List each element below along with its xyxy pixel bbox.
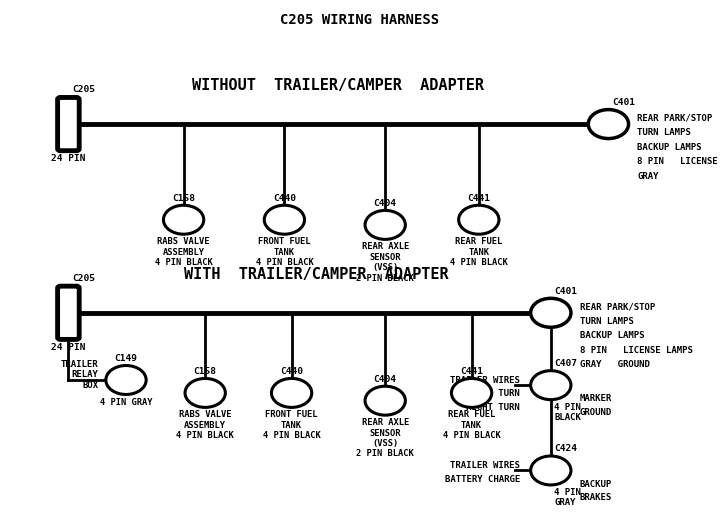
- Text: GRAY: GRAY: [637, 172, 659, 180]
- Text: REAR FUEL
TANK
4 PIN BLACK: REAR FUEL TANK 4 PIN BLACK: [450, 237, 508, 267]
- Text: REAR AXLE
SENSOR
(VSS)
2 PIN BLACK: REAR AXLE SENSOR (VSS) 2 PIN BLACK: [356, 418, 414, 459]
- Circle shape: [531, 298, 571, 327]
- Text: LEFT TURN: LEFT TURN: [466, 389, 520, 398]
- FancyBboxPatch shape: [58, 286, 79, 339]
- Text: RABS VALVE
ASSEMBLY
4 PIN BLACK: RABS VALVE ASSEMBLY 4 PIN BLACK: [155, 237, 212, 267]
- Text: GROUND: GROUND: [580, 408, 612, 417]
- Text: 4 PIN GRAY: 4 PIN GRAY: [100, 398, 152, 406]
- Text: BACKUP LAMPS: BACKUP LAMPS: [637, 143, 702, 151]
- Text: 4 PIN
BLACK: 4 PIN BLACK: [554, 403, 581, 422]
- Circle shape: [459, 205, 499, 234]
- Circle shape: [271, 378, 312, 407]
- Text: 8 PIN   LICENSE LAMPS: 8 PIN LICENSE LAMPS: [580, 346, 693, 355]
- Text: RIGHT TURN: RIGHT TURN: [466, 403, 520, 412]
- Text: BATTERY CHARGE: BATTERY CHARGE: [444, 475, 520, 483]
- Text: REAR PARK/STOP: REAR PARK/STOP: [637, 114, 713, 123]
- Text: C205: C205: [72, 274, 95, 283]
- Text: REAR AXLE
SENSOR
(VSS)
2 PIN BLACK: REAR AXLE SENSOR (VSS) 2 PIN BLACK: [356, 242, 414, 283]
- Circle shape: [264, 205, 305, 234]
- Text: C424: C424: [554, 445, 577, 453]
- Text: C404: C404: [374, 375, 397, 384]
- Text: REAR PARK/STOP: REAR PARK/STOP: [580, 302, 655, 311]
- Text: C149: C149: [114, 354, 138, 363]
- Circle shape: [588, 110, 629, 139]
- Circle shape: [531, 456, 571, 485]
- Text: TURN LAMPS: TURN LAMPS: [637, 128, 691, 137]
- Text: C407: C407: [554, 359, 577, 368]
- Text: BRAKES: BRAKES: [580, 493, 612, 502]
- Text: C441: C441: [467, 194, 490, 203]
- Circle shape: [451, 378, 492, 407]
- Text: C158: C158: [172, 194, 195, 203]
- Text: FRONT FUEL
TANK
4 PIN BLACK: FRONT FUEL TANK 4 PIN BLACK: [256, 237, 313, 267]
- Circle shape: [185, 378, 225, 407]
- Text: GRAY   GROUND: GRAY GROUND: [580, 360, 649, 369]
- Text: 24 PIN: 24 PIN: [51, 154, 86, 163]
- Text: C404: C404: [374, 199, 397, 208]
- FancyBboxPatch shape: [58, 97, 79, 151]
- Text: MARKER: MARKER: [580, 394, 612, 403]
- Circle shape: [106, 366, 146, 394]
- Text: FRONT FUEL
TANK
4 PIN BLACK: FRONT FUEL TANK 4 PIN BLACK: [263, 410, 320, 440]
- Text: TURN LAMPS: TURN LAMPS: [580, 317, 634, 326]
- Text: 4 PIN
GRAY: 4 PIN GRAY: [554, 488, 581, 508]
- Text: BACKUP LAMPS: BACKUP LAMPS: [580, 331, 644, 340]
- Circle shape: [365, 210, 405, 239]
- Text: C205 WIRING HARNESS: C205 WIRING HARNESS: [280, 13, 440, 27]
- Circle shape: [163, 205, 204, 234]
- Text: REAR FUEL
TANK
4 PIN BLACK: REAR FUEL TANK 4 PIN BLACK: [443, 410, 500, 440]
- Text: C441: C441: [460, 367, 483, 376]
- Text: TRAILER
RELAY
BOX: TRAILER RELAY BOX: [61, 360, 99, 390]
- Text: WITHOUT  TRAILER/CAMPER  ADAPTER: WITHOUT TRAILER/CAMPER ADAPTER: [192, 78, 485, 93]
- Text: C401: C401: [612, 98, 635, 107]
- Text: BACKUP: BACKUP: [580, 480, 612, 489]
- Text: 24 PIN: 24 PIN: [51, 342, 86, 352]
- Text: C205: C205: [72, 85, 95, 94]
- Circle shape: [365, 386, 405, 415]
- Text: TRAILER WIRES: TRAILER WIRES: [450, 376, 520, 385]
- Text: C440: C440: [280, 367, 303, 376]
- Text: RABS VALVE
ASSEMBLY
4 PIN BLACK: RABS VALVE ASSEMBLY 4 PIN BLACK: [176, 410, 234, 440]
- Text: 8 PIN   LICENSE LAMPS: 8 PIN LICENSE LAMPS: [637, 157, 720, 166]
- Text: WITH  TRAILER/CAMPER  ADAPTER: WITH TRAILER/CAMPER ADAPTER: [184, 267, 449, 282]
- Circle shape: [531, 371, 571, 400]
- Text: C158: C158: [194, 367, 217, 376]
- Text: C401: C401: [554, 287, 577, 296]
- Text: TRAILER WIRES: TRAILER WIRES: [450, 461, 520, 470]
- Text: C440: C440: [273, 194, 296, 203]
